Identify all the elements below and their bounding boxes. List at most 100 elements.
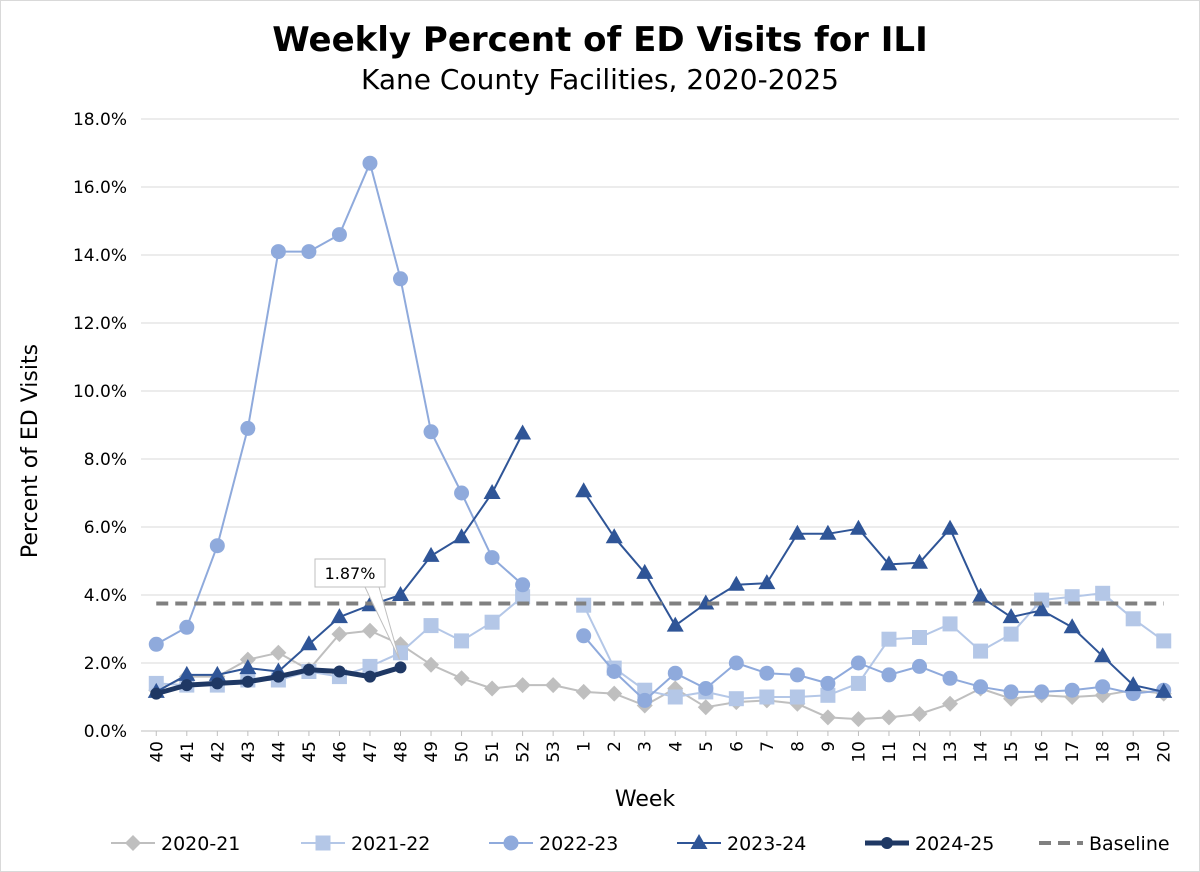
legend-label: 2023-24 <box>727 833 806 855</box>
data-point <box>636 563 654 579</box>
x-tick-label: 53 <box>544 741 564 763</box>
x-tick-label: 1 <box>575 741 595 752</box>
data-point <box>666 616 684 632</box>
chart-title: Weekly Percent of ED Visits for ILI <box>272 20 928 60</box>
x-tick-label: 48 <box>392 741 412 763</box>
legend-label: Baseline <box>1089 833 1170 855</box>
data-point <box>973 679 989 695</box>
data-point <box>849 519 867 535</box>
data-point <box>637 692 653 708</box>
x-tick-label: 6 <box>727 741 747 752</box>
data-point <box>881 631 897 647</box>
data-point <box>272 670 285 683</box>
x-tick-label: 4 <box>666 741 686 752</box>
x-tick-label: 52 <box>514 741 534 763</box>
x-tick-label: 16 <box>1033 741 1053 763</box>
data-point <box>1156 633 1172 649</box>
data-point <box>1155 682 1173 698</box>
data-point <box>819 709 836 726</box>
y-tick-label: 10.0% <box>73 382 127 402</box>
data-point <box>331 227 347 243</box>
data-point <box>667 689 683 705</box>
legend-label: 2022-23 <box>539 833 618 855</box>
legend-label: 2024-25 <box>915 833 994 855</box>
data-point <box>514 424 532 440</box>
x-tick-label: 50 <box>453 741 473 763</box>
data-point <box>605 528 623 544</box>
data-point <box>850 655 866 671</box>
data-point <box>1003 626 1019 642</box>
x-tick-label: 49 <box>422 741 442 763</box>
data-point <box>576 628 592 644</box>
data-point <box>1064 589 1080 605</box>
data-point <box>819 524 837 540</box>
data-point <box>850 675 866 691</box>
data-point <box>270 244 286 260</box>
series-layer <box>147 155 1173 728</box>
x-tick-label: 47 <box>361 741 381 763</box>
x-tick-label: 40 <box>147 741 167 763</box>
x-tick-label: 8 <box>788 741 808 752</box>
data-point <box>301 244 317 260</box>
x-axis-ticks: 40 41 42 43 44 45 46 47 48 49 50 51 52 53 1 2 3 4 5 6 7 8 9 10 1… <box>147 731 1175 763</box>
data-point <box>912 658 927 674</box>
x-tick-label: 11 <box>880 741 900 763</box>
x-tick-label: 7 <box>758 741 778 752</box>
data-point <box>1095 585 1111 601</box>
y-tick-label: 18.0% <box>73 110 127 130</box>
data-point <box>179 619 195 635</box>
data-point <box>606 685 623 702</box>
data-point <box>697 594 715 610</box>
y-tick-label: 14.0% <box>73 246 127 266</box>
legend-swatch-marker <box>315 835 331 851</box>
data-point <box>423 656 440 673</box>
data-point <box>331 626 348 643</box>
data-point <box>973 643 989 659</box>
x-tick-label: 5 <box>697 741 717 752</box>
data-point <box>1095 679 1111 695</box>
x-tick-label: 2 <box>605 741 625 752</box>
x-axis-title: Week <box>615 787 676 812</box>
x-tick-label: 18 <box>1094 741 1114 763</box>
data-point <box>1003 684 1019 700</box>
x-tick-label: 14 <box>972 741 992 763</box>
x-tick-label: 44 <box>269 741 289 763</box>
data-point <box>515 589 531 605</box>
data-point <box>363 670 376 683</box>
data-point <box>789 689 805 705</box>
x-tick-label: 43 <box>239 741 259 763</box>
x-tick-label: 17 <box>1063 741 1083 763</box>
data-point <box>758 574 776 590</box>
legend-item-2022-23: 2022-23 <box>489 833 618 855</box>
data-point <box>820 687 836 703</box>
data-point <box>240 420 256 436</box>
series-2024-25 <box>150 661 407 700</box>
x-tick-label: 10 <box>849 741 869 763</box>
data-point <box>788 524 806 540</box>
callout-label: 1.87% <box>325 564 376 583</box>
x-tick-label: 3 <box>636 741 656 752</box>
x-tick-label: 9 <box>819 741 839 752</box>
data-point <box>180 679 193 692</box>
x-tick-label: 51 <box>483 741 503 763</box>
data-point <box>728 655 744 671</box>
data-point <box>912 630 927 645</box>
data-point <box>881 667 897 683</box>
data-point <box>178 665 196 681</box>
data-point <box>453 670 470 687</box>
legend-swatch-marker <box>881 837 893 849</box>
series-2021-22 <box>148 585 1172 707</box>
y-tick-label: 4.0% <box>84 586 127 606</box>
data-point <box>302 663 315 676</box>
data-point <box>515 577 531 593</box>
y-axis-title: Percent of ED Visits <box>18 344 43 558</box>
x-tick-label: 15 <box>1002 741 1022 763</box>
data-point <box>394 661 407 674</box>
legend-label: 2021-22 <box>351 833 430 855</box>
legend-swatch-marker <box>125 835 141 851</box>
data-point <box>484 614 500 630</box>
y-tick-label: 12.0% <box>73 314 127 334</box>
data-point <box>484 680 501 697</box>
data-point <box>1125 611 1141 627</box>
